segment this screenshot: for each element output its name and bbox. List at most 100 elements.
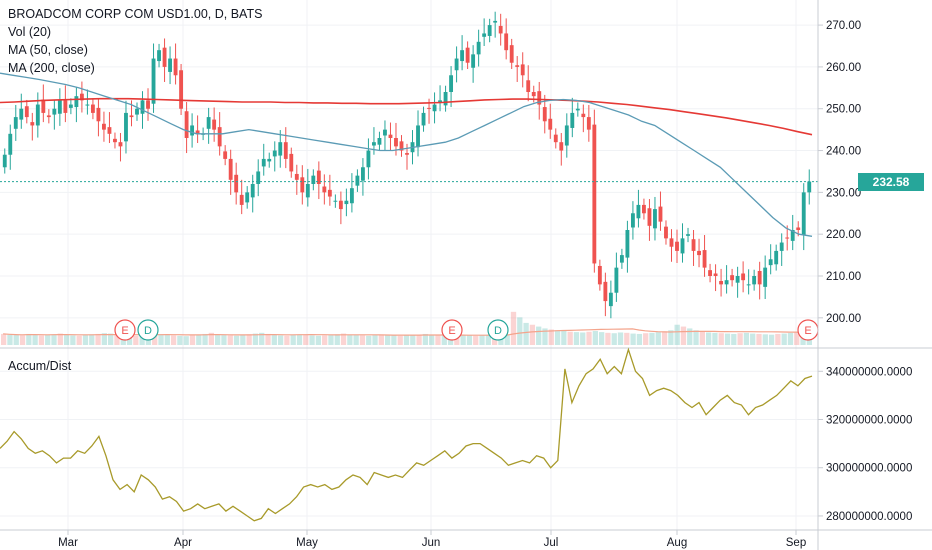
accum-dist-axis[interactable]: 280000000.0000 300000000.0000 320000000.00… [818, 366, 912, 523]
volume-bar [208, 332, 215, 345]
volume-bar [680, 326, 687, 345]
candle [272, 141, 277, 172]
volume-bar [403, 335, 410, 345]
volume-bar [674, 324, 680, 345]
candle-body [691, 239, 696, 251]
candle-body [35, 104, 40, 126]
candle-body [741, 273, 746, 281]
candle [57, 88, 62, 126]
volume-bar [592, 331, 598, 345]
candle-body [730, 275, 735, 281]
volume-bar [19, 335, 26, 345]
candle-body [24, 106, 29, 118]
candle [581, 104, 586, 133]
candle-body [394, 138, 398, 147]
candle-body [465, 47, 470, 63]
candle-body [581, 113, 586, 118]
candle-body [256, 171, 261, 184]
volume-bar [170, 335, 177, 345]
candle [360, 158, 365, 196]
volume-legend[interactable]: Vol (20) [8, 25, 52, 39]
candle-body [680, 238, 685, 254]
volume-bar [668, 330, 674, 345]
ma50-legend[interactable]: MA (50, close) [8, 43, 88, 57]
candle [509, 38, 514, 69]
candle [708, 263, 712, 283]
candle-body [724, 280, 729, 285]
candle [614, 252, 619, 302]
volume-bar [76, 335, 82, 345]
symbol-title[interactable]: BROADCOM CORP COM USD1.00, D, BATS [8, 7, 263, 21]
volume-bar [762, 334, 768, 345]
candle-body [135, 108, 139, 115]
earnings-badge[interactable]: E [797, 319, 819, 341]
price-tick-label: 230.00 [826, 187, 861, 199]
candle-body [90, 104, 95, 113]
price-tick-label: 260.00 [826, 62, 861, 74]
candle-body [162, 47, 167, 67]
candle [476, 29, 481, 67]
candle-body [96, 107, 101, 122]
dividend-badge[interactable]: D [487, 319, 509, 341]
dividend-badge[interactable]: D [137, 319, 159, 341]
candle-body [184, 111, 189, 138]
candle-body [719, 281, 724, 285]
candle-body [234, 174, 239, 193]
volume-bar [101, 333, 108, 345]
volume-bar [661, 331, 668, 345]
volume-bar [334, 334, 340, 345]
volume-bar [504, 335, 510, 345]
candle [608, 280, 613, 319]
time-tick-label: Jul [544, 537, 559, 549]
candle-body [647, 208, 652, 226]
candle-body [614, 267, 619, 293]
candle [212, 107, 217, 142]
candle-body [300, 177, 305, 193]
candle [184, 102, 189, 154]
candle-body [669, 238, 674, 247]
candle-body [636, 204, 641, 219]
candle-body [245, 192, 250, 203]
candle [493, 11, 498, 38]
accum-dist-legend[interactable]: Accum/Dist [8, 359, 72, 373]
candle [548, 103, 553, 139]
volume-bar [655, 332, 661, 345]
volume-bar [227, 335, 233, 345]
candles[interactable] [2, 11, 812, 319]
volume-bar [724, 333, 731, 345]
earnings-badge[interactable]: E [114, 319, 136, 341]
price-tick-label: 200.00 [826, 313, 861, 325]
volume-bar [630, 333, 636, 345]
candle [471, 45, 476, 83]
candle [333, 194, 338, 208]
time-axis[interactable]: Mar Apr May Jun Jul Aug Sep [58, 530, 806, 549]
candle-body [586, 117, 591, 130]
candle-body [267, 158, 272, 162]
earnings-badge[interactable]: E [441, 319, 463, 341]
volume-bar [328, 335, 334, 345]
candle [724, 265, 729, 294]
candle-body [79, 93, 84, 101]
volume-bar [510, 311, 517, 345]
volume-bar [598, 332, 605, 345]
volume-bar [750, 333, 756, 345]
candle [294, 164, 299, 195]
price-tick-label: 270.00 [826, 20, 861, 32]
volume-bar [265, 333, 271, 345]
candle-body [179, 70, 184, 109]
volume-bar [466, 335, 473, 345]
candle [636, 189, 641, 228]
candle [13, 104, 18, 141]
volume-bar [391, 335, 397, 345]
ad-tick-label: 340000000.0000 [826, 366, 912, 378]
candle [366, 138, 371, 180]
ma200-legend[interactable]: MA (200, close) [8, 61, 95, 75]
volume-bar [731, 333, 737, 345]
candle-body [509, 45, 514, 63]
volume-bar [271, 334, 277, 345]
price-axis[interactable]: 200.00 210.00 220.00 230.00 240.00 250.00 260.… [818, 20, 861, 325]
volume-ma-line [3, 328, 809, 336]
volume-bar [303, 335, 309, 345]
